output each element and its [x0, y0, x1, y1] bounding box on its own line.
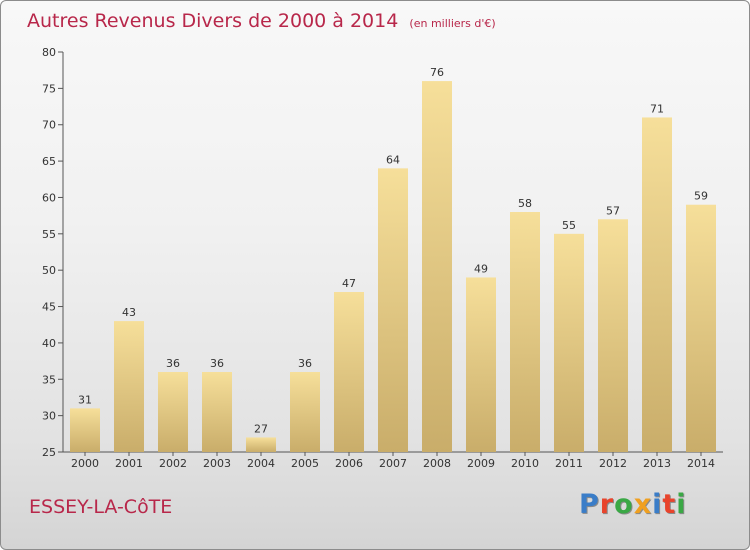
x-tick-label-2003: 2003 [203, 457, 231, 470]
y-tick-label: 40 [42, 337, 56, 350]
x-tick-label-2007: 2007 [379, 457, 407, 470]
logo-letter: x [633, 489, 653, 520]
value-label-2007: 64 [386, 153, 400, 166]
bar-2014 [686, 204, 716, 452]
logo-letter: P [579, 489, 600, 520]
x-tick-label-2010: 2010 [511, 457, 539, 470]
value-label-2006: 47 [342, 277, 356, 290]
chart-title: Autres Revenus Divers de 2000 à 2014 [27, 10, 399, 32]
x-tick-label-2013: 2013 [643, 457, 671, 470]
y-tick-label: 45 [42, 301, 56, 314]
value-label-2012: 57 [606, 204, 620, 217]
x-tick-label-2006: 2006 [335, 457, 363, 470]
bar-2006 [334, 292, 364, 452]
logo-letter: i [676, 489, 687, 520]
chart-subtitle: (en milliers d'€) [409, 17, 496, 30]
value-label-2014: 59 [694, 190, 708, 203]
x-tick-label-2012: 2012 [599, 457, 627, 470]
y-tick-label: 55 [42, 228, 56, 241]
x-tick-label-2004: 2004 [247, 457, 275, 470]
y-tick-label: 70 [42, 119, 56, 132]
value-label-2004: 27 [254, 422, 268, 435]
bar-2013 [642, 117, 672, 453]
value-label-2010: 58 [518, 197, 532, 210]
y-tick-label: 50 [42, 264, 56, 277]
commune-name: ESSEY-LA-CôTE [29, 496, 173, 518]
bar-2002 [158, 372, 188, 452]
bar-2001 [114, 321, 144, 452]
x-tick-label-2001: 2001 [115, 457, 143, 470]
x-tick-label-2011: 2011 [555, 457, 583, 470]
bar-2004 [246, 437, 276, 452]
y-tick-label: 75 [42, 82, 56, 95]
y-tick-label: 35 [42, 373, 56, 386]
logo-letter: t [662, 489, 677, 520]
logo-letter: i [652, 489, 663, 520]
y-tick-label: 25 [42, 446, 56, 459]
value-label-2008: 76 [430, 66, 444, 79]
chart-title-wrap: Autres Revenus Divers de 2000 à 2014 (en… [27, 10, 496, 32]
y-tick-label: 60 [42, 191, 56, 204]
x-tick-label-2005: 2005 [291, 457, 319, 470]
value-label-2003: 36 [210, 357, 224, 370]
y-tick-label: 65 [42, 155, 56, 168]
logo-letter: o [614, 489, 634, 520]
value-label-2001: 43 [122, 306, 136, 319]
y-tick-label: 30 [42, 410, 56, 423]
bar-2011 [554, 233, 584, 452]
x-tick-label-2014: 2014 [687, 457, 715, 470]
x-tick-label-2002: 2002 [159, 457, 187, 470]
value-label-2011: 55 [562, 219, 576, 232]
logo-letter: r [599, 489, 615, 520]
bar-2009 [466, 277, 496, 452]
value-label-2002: 36 [166, 357, 180, 370]
bar-2007 [378, 168, 408, 452]
x-tick-label-2008: 2008 [423, 457, 451, 470]
value-label-2013: 71 [650, 102, 664, 115]
value-label-2000: 31 [78, 393, 92, 406]
bar-2005 [290, 372, 320, 452]
value-label-2009: 49 [474, 262, 488, 275]
x-tick-label-2009: 2009 [467, 457, 495, 470]
proxiti-logo: Proxiti [579, 489, 687, 520]
x-tick-label-2000: 2000 [71, 457, 99, 470]
bar-2010 [510, 212, 540, 452]
bar-2008 [422, 81, 452, 452]
value-label-2005: 36 [298, 357, 312, 370]
bar-2000 [70, 408, 100, 452]
bar-2012 [598, 219, 628, 452]
bar-2003 [202, 372, 232, 452]
y-tick-label: 80 [42, 46, 56, 59]
